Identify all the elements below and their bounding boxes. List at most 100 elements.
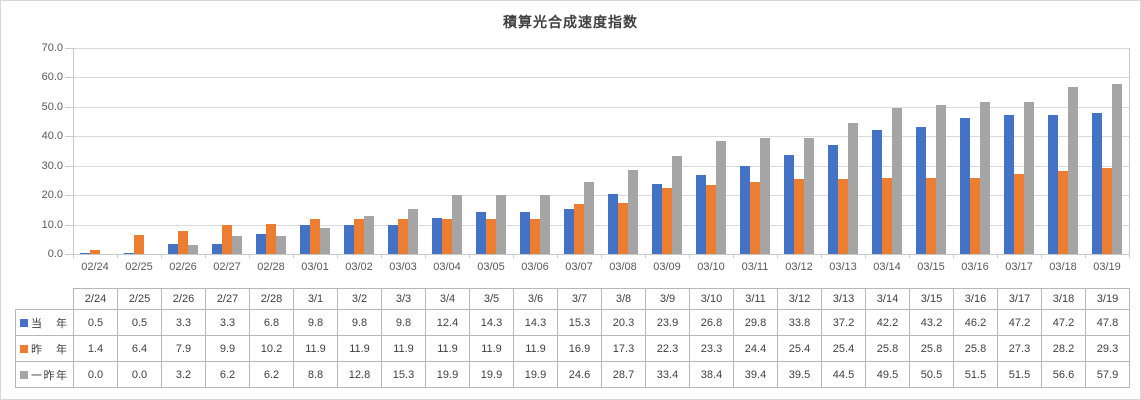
table-header-cell: 2/25 [117,288,162,310]
bar [1004,115,1014,254]
x-axis-tick-label: 02/25 [125,261,153,273]
series-label-cell: 当 年 [15,309,74,336]
bar [574,204,584,254]
y-axis-tick [65,254,73,255]
x-axis-tick [997,254,998,258]
table-value-cell: 10.2 [249,335,294,362]
table-value-cell: 33.8 [777,309,822,336]
bar [706,185,716,254]
table-value-cell: 20.3 [601,309,646,336]
bar [134,235,144,254]
table-value-cell: 47.2 [997,309,1042,336]
table-value-cell: 39.4 [733,361,778,388]
table-header-cell: 3/7 [557,288,602,310]
table-value-cell: 19.9 [469,361,514,388]
table-value-cell: 8.8 [293,361,338,388]
bar [398,218,408,254]
bar [628,169,638,254]
series-marker-icon [20,318,28,327]
y-gridline [73,106,1129,108]
x-axis-tick [601,254,602,258]
bar [80,252,90,254]
x-axis-tick [425,254,426,258]
table-value-cell: 6.4 [117,335,162,362]
table-value-cell: 25.8 [909,335,954,362]
table-header-cell: 3/8 [601,288,646,310]
y-axis-tick-label: 0.0 [47,248,63,260]
table-value-cell: 11.9 [513,335,558,362]
bar [838,179,848,254]
y-axis-tick-label: 50.0 [41,100,63,113]
bar [212,244,222,254]
bar [936,105,946,254]
x-axis-tick-label: 03/09 [653,261,681,273]
table-value-cell: 11.9 [469,335,514,362]
table-value-cell: 6.2 [205,361,250,388]
table-value-cell: 0.5 [117,309,162,336]
table-value-cell: 14.3 [469,309,514,336]
bar [828,144,838,254]
table-header-cell: 3/1 [293,288,338,310]
bar [90,249,100,254]
table-value-cell: 9.8 [337,309,382,336]
table-value-cell: 9.9 [205,335,250,362]
x-axis-tick [469,254,470,258]
bar [300,225,310,254]
table-header-cell: 2/26 [161,288,206,310]
table-value-cell: 3.3 [161,309,206,336]
table-value-cell: 37.2 [821,309,866,336]
table-value-cell: 29.8 [733,309,778,336]
table-value-cell: 7.9 [161,335,206,362]
table-value-cell: 14.3 [513,309,558,336]
y-axis-tick-label: 60.0 [41,71,63,84]
table-value-cell: 16.9 [557,335,602,362]
x-axis-tick-label: 03/08 [609,261,637,273]
y-axis-tick-label: 70.0 [41,42,63,54]
table-value-cell: 17.3 [601,335,646,362]
x-axis-tick-label: 02/26 [169,261,197,273]
table-header-cell: 3/17 [997,288,1042,310]
table-header-cell: 3/4 [425,288,470,310]
bar [608,194,618,254]
bar [740,166,750,254]
series-marker-icon [20,370,28,379]
table-value-cell: 42.2 [865,309,910,336]
table-value-cell: 0.0 [117,361,162,388]
table-value-cell: 15.3 [381,361,426,388]
table-header-cell: 3/10 [689,288,734,310]
x-axis-tick [733,254,734,258]
y-gridline [73,77,1129,79]
bar [432,217,442,254]
x-axis-tick [1085,254,1086,258]
table-header-cell: 3/16 [953,288,998,310]
bar [980,102,990,254]
table-header-cell: 3/5 [469,288,514,310]
bar [696,175,706,254]
table-value-cell: 50.5 [909,361,954,388]
x-axis-tick [865,254,866,258]
bar [354,218,364,254]
table-value-cell: 39.5 [777,361,822,388]
bar [970,178,980,254]
bar [1092,113,1102,254]
table-value-cell: 47.2 [1041,309,1086,336]
table-value-cell: 57.9 [1085,361,1130,388]
bar [344,225,354,254]
table-value-cell: 11.9 [293,335,338,362]
x-axis-tick [337,254,338,258]
x-axis-tick-label: 03/19 [1093,261,1121,273]
bar [716,140,726,254]
y-gridline [73,224,1129,226]
series-label-cell: 一昨年 [15,361,74,388]
table-header-cell: 3/13 [821,288,866,310]
x-axis-tick-label: 03/16 [961,261,989,273]
x-axis-tick-label: 03/04 [433,261,461,273]
x-axis-tick [645,254,646,258]
bar [784,154,794,254]
x-axis-tick-label: 03/10 [697,261,725,273]
bar [1102,167,1112,254]
table-value-cell: 19.9 [425,361,470,388]
x-axis-tick-label: 02/28 [257,261,285,273]
x-axis-tick-label: 03/11 [741,261,769,273]
